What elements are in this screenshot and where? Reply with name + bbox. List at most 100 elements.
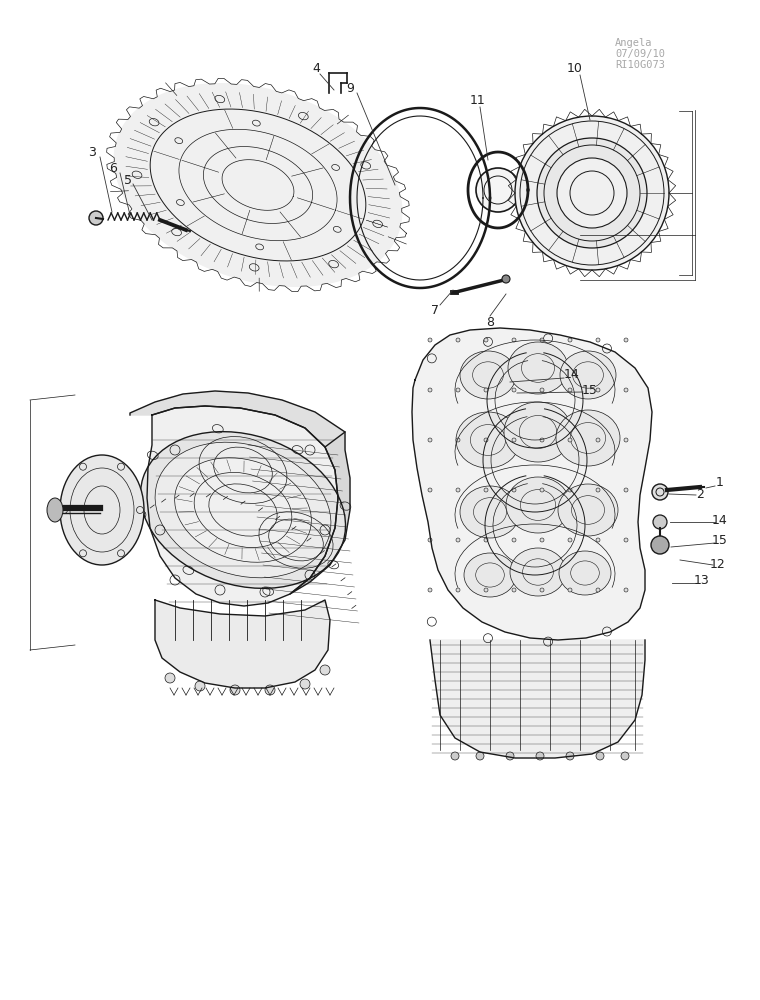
Circle shape bbox=[624, 438, 628, 442]
Circle shape bbox=[320, 665, 330, 675]
Circle shape bbox=[537, 138, 647, 248]
Circle shape bbox=[512, 538, 516, 542]
Circle shape bbox=[428, 438, 432, 442]
Circle shape bbox=[624, 388, 628, 392]
Circle shape bbox=[540, 438, 544, 442]
Circle shape bbox=[596, 588, 600, 592]
Ellipse shape bbox=[556, 410, 620, 466]
Circle shape bbox=[89, 211, 103, 225]
Text: 4: 4 bbox=[312, 62, 320, 75]
Text: 10: 10 bbox=[567, 62, 583, 75]
Circle shape bbox=[484, 438, 488, 442]
Text: 5: 5 bbox=[124, 174, 132, 186]
Text: 8: 8 bbox=[486, 316, 494, 328]
Text: Angela: Angela bbox=[615, 38, 653, 48]
Circle shape bbox=[300, 679, 310, 689]
Circle shape bbox=[495, 377, 505, 387]
Text: 7: 7 bbox=[431, 304, 439, 316]
Circle shape bbox=[653, 515, 667, 529]
Polygon shape bbox=[155, 600, 330, 688]
Ellipse shape bbox=[506, 477, 570, 533]
Circle shape bbox=[484, 538, 488, 542]
Ellipse shape bbox=[460, 486, 520, 538]
Circle shape bbox=[428, 388, 432, 392]
Circle shape bbox=[230, 685, 240, 695]
Circle shape bbox=[536, 752, 544, 760]
Circle shape bbox=[540, 338, 544, 342]
Text: 2: 2 bbox=[696, 488, 704, 502]
Circle shape bbox=[568, 388, 572, 392]
Circle shape bbox=[624, 588, 628, 592]
Text: 07/09/10: 07/09/10 bbox=[615, 49, 665, 59]
Ellipse shape bbox=[464, 553, 516, 597]
Circle shape bbox=[484, 588, 488, 592]
Circle shape bbox=[456, 588, 460, 592]
Text: 3: 3 bbox=[88, 145, 96, 158]
Circle shape bbox=[568, 488, 572, 492]
Circle shape bbox=[568, 588, 572, 592]
Text: 14: 14 bbox=[564, 368, 580, 381]
Ellipse shape bbox=[460, 351, 516, 399]
Circle shape bbox=[652, 484, 668, 500]
Circle shape bbox=[195, 681, 205, 691]
Circle shape bbox=[512, 438, 516, 442]
Circle shape bbox=[456, 338, 460, 342]
Circle shape bbox=[512, 338, 516, 342]
Circle shape bbox=[596, 538, 600, 542]
Ellipse shape bbox=[60, 455, 144, 565]
Circle shape bbox=[566, 752, 574, 760]
Ellipse shape bbox=[141, 432, 346, 588]
Circle shape bbox=[502, 275, 510, 283]
Circle shape bbox=[515, 116, 669, 270]
Circle shape bbox=[540, 388, 544, 392]
Polygon shape bbox=[430, 640, 645, 758]
Circle shape bbox=[428, 588, 432, 592]
Circle shape bbox=[568, 538, 572, 542]
Circle shape bbox=[484, 388, 488, 392]
Text: 13: 13 bbox=[694, 574, 710, 586]
Ellipse shape bbox=[508, 342, 568, 394]
Text: 11: 11 bbox=[470, 94, 486, 106]
Circle shape bbox=[512, 488, 516, 492]
Text: 14: 14 bbox=[712, 514, 728, 526]
Circle shape bbox=[484, 488, 488, 492]
Circle shape bbox=[428, 538, 432, 542]
Ellipse shape bbox=[175, 458, 312, 562]
Circle shape bbox=[456, 488, 460, 492]
Polygon shape bbox=[412, 328, 652, 640]
Ellipse shape bbox=[504, 402, 572, 462]
Text: 6: 6 bbox=[109, 161, 117, 174]
Circle shape bbox=[512, 588, 516, 592]
Circle shape bbox=[568, 438, 572, 442]
Ellipse shape bbox=[155, 442, 331, 578]
Circle shape bbox=[484, 338, 488, 342]
Circle shape bbox=[165, 673, 175, 683]
Circle shape bbox=[428, 338, 432, 342]
Circle shape bbox=[506, 752, 514, 760]
Circle shape bbox=[451, 752, 459, 760]
Text: 15: 15 bbox=[712, 534, 728, 546]
Text: 9: 9 bbox=[346, 82, 354, 95]
Circle shape bbox=[476, 752, 484, 760]
Circle shape bbox=[540, 488, 544, 492]
Circle shape bbox=[540, 538, 544, 542]
Polygon shape bbox=[130, 391, 345, 447]
Circle shape bbox=[624, 488, 628, 492]
Ellipse shape bbox=[558, 484, 618, 536]
Circle shape bbox=[624, 538, 628, 542]
Polygon shape bbox=[290, 432, 350, 594]
Text: 1: 1 bbox=[716, 477, 724, 489]
Circle shape bbox=[456, 388, 460, 392]
Text: 12: 12 bbox=[710, 558, 726, 572]
Circle shape bbox=[651, 536, 669, 554]
Circle shape bbox=[621, 752, 629, 760]
Circle shape bbox=[456, 438, 460, 442]
Circle shape bbox=[596, 438, 600, 442]
Circle shape bbox=[596, 388, 600, 392]
Circle shape bbox=[476, 168, 520, 212]
Ellipse shape bbox=[559, 551, 611, 595]
Circle shape bbox=[540, 588, 544, 592]
Circle shape bbox=[596, 338, 600, 342]
Ellipse shape bbox=[456, 412, 520, 468]
Ellipse shape bbox=[510, 548, 566, 596]
